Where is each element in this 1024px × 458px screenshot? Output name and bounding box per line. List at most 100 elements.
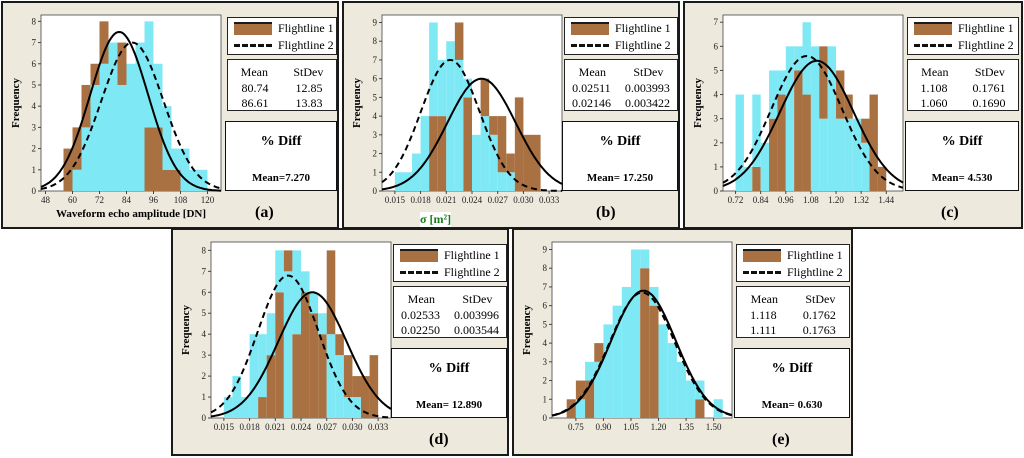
stats-header-stdev: StDev bbox=[293, 65, 324, 79]
stats-header-mean: Mean bbox=[921, 65, 949, 79]
histogram-bar bbox=[198, 169, 208, 191]
histogram-bar bbox=[117, 84, 127, 191]
histogram-bar bbox=[429, 116, 438, 191]
x-tick-label: 0.84 bbox=[753, 195, 769, 205]
histogram-bar bbox=[472, 134, 481, 191]
histogram-bar bbox=[258, 397, 267, 418]
x-tick-label: 1.35 bbox=[678, 422, 694, 432]
y-tick-label: 2 bbox=[714, 138, 719, 148]
stats-stdev-1: 0.1762 bbox=[802, 308, 836, 322]
histogram-bar bbox=[463, 97, 472, 191]
histogram-bar bbox=[72, 169, 82, 191]
histogram-bar bbox=[819, 118, 828, 191]
x-tick-label: 96 bbox=[149, 195, 159, 205]
y-tick-label: 2 bbox=[202, 371, 207, 381]
x-tick-label: 1.44 bbox=[878, 195, 894, 205]
histogram-bar bbox=[326, 250, 336, 335]
y-tick-label: 7 bbox=[373, 55, 378, 65]
histogram-bar bbox=[640, 268, 650, 418]
histogram-bar bbox=[258, 334, 267, 398]
y-tick-label: 9 bbox=[373, 17, 378, 27]
histogram-bar bbox=[153, 63, 163, 128]
legend-a: Flightline 1 Flightline 2 bbox=[227, 17, 337, 55]
histogram-bar bbox=[81, 127, 91, 191]
histogram-bar bbox=[575, 380, 586, 400]
histogram-bar bbox=[836, 70, 845, 119]
histogram-bar bbox=[292, 250, 301, 335]
histogram-bar bbox=[506, 153, 515, 173]
histogram-bar bbox=[153, 127, 163, 191]
histogram-bar bbox=[429, 22, 438, 117]
y-tick-label: 0 bbox=[202, 413, 207, 423]
x-tick-label: 0.72 bbox=[728, 195, 744, 205]
histogram-bar bbox=[575, 399, 586, 418]
legend-swatch-flightline2 bbox=[400, 270, 438, 274]
stats-header-mean: Mean bbox=[578, 65, 606, 79]
histogram-bar bbox=[769, 118, 778, 191]
histogram-bar bbox=[232, 376, 241, 418]
diff-title: % Diff bbox=[771, 361, 813, 376]
legend-b: Flightline 1 Flightline 2 bbox=[564, 17, 678, 55]
histogram-bar bbox=[352, 376, 361, 398]
histogram-bar bbox=[480, 78, 490, 117]
histogram-bar bbox=[99, 21, 109, 64]
y-tick-label: 6 bbox=[32, 59, 37, 69]
histogram-bar bbox=[802, 22, 811, 95]
x-tick-label: 0.75 bbox=[568, 422, 584, 432]
histogram-bar bbox=[283, 271, 293, 418]
stats-mean-2: 1.060 bbox=[920, 96, 948, 110]
stats-stdev-2: 0.1763 bbox=[802, 323, 836, 337]
histogram-bar bbox=[99, 63, 109, 191]
histogram-bar bbox=[877, 166, 887, 191]
stats-header-mean: Mean bbox=[240, 65, 268, 79]
legend-c: Flightline 1 Flightline 2 bbox=[907, 17, 1019, 55]
fit-curve-flightline1 bbox=[722, 59, 904, 187]
legend-swatch-flightline1 bbox=[743, 248, 781, 262]
histogram-bar bbox=[454, 59, 464, 191]
histogram-bar bbox=[686, 380, 696, 418]
histogram-bar bbox=[108, 42, 118, 191]
histogram-bar bbox=[292, 334, 301, 418]
histogram-bar bbox=[162, 106, 172, 170]
diff-box-e: % Diff Mean= 0.630 bbox=[734, 348, 850, 418]
x-tick-label: 1.50 bbox=[706, 422, 722, 432]
x-tick-label: 0.030 bbox=[342, 422, 363, 432]
histogram-bar bbox=[621, 286, 631, 418]
y-tick-label: 3 bbox=[543, 357, 548, 367]
histogram-bar bbox=[523, 134, 532, 191]
histogram-bar bbox=[861, 142, 870, 191]
histogram-bar bbox=[585, 361, 595, 381]
histogram-bar bbox=[454, 22, 464, 60]
histogram-bar bbox=[72, 127, 82, 170]
legend-swatch-flightline1 bbox=[400, 248, 438, 262]
histogram-bar bbox=[852, 118, 862, 191]
histogram-bar bbox=[794, 70, 803, 191]
histogram-bar bbox=[266, 355, 276, 418]
histogram-bar bbox=[497, 116, 507, 173]
y-tick-label: 8 bbox=[202, 245, 207, 255]
diff-title: % Diff bbox=[599, 134, 641, 149]
x-tick-label: 1.08 bbox=[803, 195, 819, 205]
histogram-bar bbox=[752, 166, 761, 191]
histogram-bar bbox=[836, 118, 845, 191]
histogram-bar bbox=[810, 46, 820, 191]
x-tick-label: 1.20 bbox=[651, 422, 667, 432]
stats-mean-2: 0.02250 bbox=[401, 323, 440, 337]
x-tick-label: 84 bbox=[122, 195, 132, 205]
histogram-bar bbox=[343, 397, 353, 418]
histogram-bar bbox=[309, 292, 319, 314]
histogram-bar bbox=[266, 313, 276, 356]
panel-label-a: (a) bbox=[255, 204, 274, 221]
y-tick-label: 6 bbox=[543, 301, 548, 311]
histogram-bar bbox=[335, 334, 344, 356]
histogram-chart-a: 48 60 72 84 96 108 120 0 1 2 3 4 5 6 7 8 Frequency Wavefo… bbox=[10, 14, 222, 220]
histogram-bar bbox=[326, 334, 336, 418]
y-tick-label: 7 bbox=[543, 282, 548, 292]
legend-label-flightline2: Flightline 2 bbox=[787, 264, 843, 279]
histogram-bar bbox=[640, 249, 650, 269]
y-tick-label: 1 bbox=[202, 392, 207, 402]
histogram-bar bbox=[189, 169, 199, 191]
y-tick-label: 1 bbox=[373, 167, 378, 177]
y-axis-title: Frequency bbox=[692, 78, 704, 128]
histogram-bar bbox=[649, 305, 659, 418]
